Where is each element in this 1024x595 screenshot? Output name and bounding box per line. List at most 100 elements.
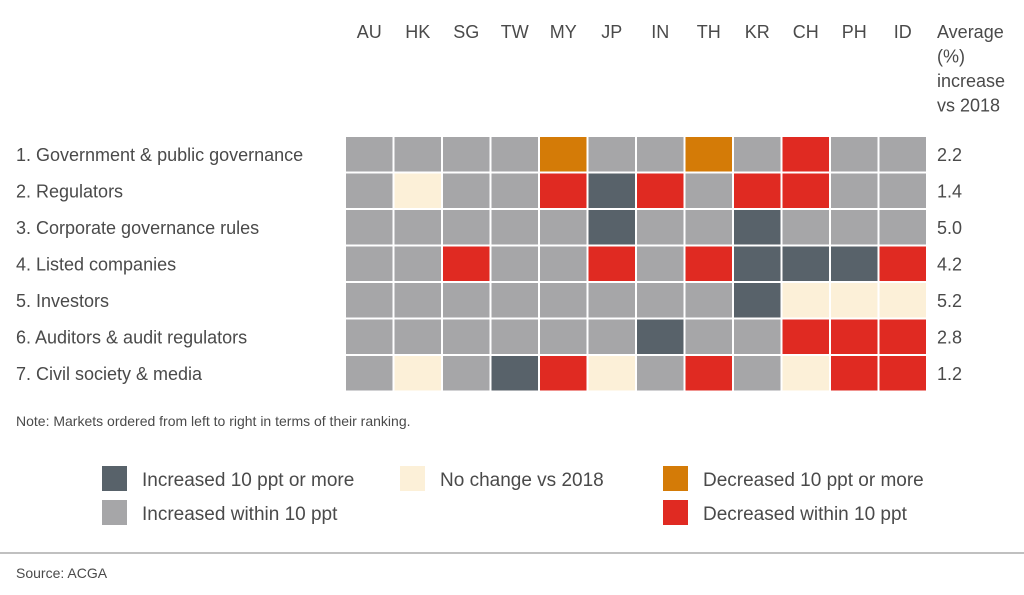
average-value: 4.2 (937, 254, 962, 274)
heatmap-cell-tw-row-7 (489, 354, 540, 393)
heatmap-cell-ph-row-5 (829, 281, 880, 320)
heatmap-cell-au-row-4 (344, 244, 395, 283)
row-label: 3. Corporate governance rules (16, 218, 259, 238)
heatmap-cell-tw-row-1 (489, 135, 540, 174)
heatmap-cell-jp-row-6 (586, 317, 637, 356)
heatmap-cell-kr-row-5 (732, 281, 783, 320)
heatmap-cell-ch-row-7 (780, 354, 831, 393)
average-header-line: vs 2018 (937, 96, 1000, 116)
average-values: 2.2 1.4 5.0 4.2 5.2 2.8 1.2 (937, 145, 962, 384)
heatmap-cell-sg-row-4 (441, 244, 492, 283)
average-value: 1.2 (937, 364, 962, 384)
legend-label-red: Decreased within 10 ppt (703, 504, 908, 525)
heatmap-cell-sg-row-1 (441, 135, 492, 174)
heatmap-cell-th-row-6 (683, 317, 734, 356)
heatmap-cell-sg-row-3 (441, 208, 492, 247)
heatmap-cell-au-row-3 (344, 208, 395, 247)
heatmap-cell-id-row-3 (877, 208, 928, 247)
legend-label-orange: Decreased 10 ppt or more (703, 470, 924, 491)
row-label: 5. Investors (16, 291, 109, 311)
row-labels: 1. Government & public governance 2. Regu… (16, 145, 303, 384)
heatmap-cell-ph-row-6 (829, 317, 880, 356)
heatmap-cell-ph-row-7 (829, 354, 880, 393)
heatmap-cell-th-row-4 (683, 244, 734, 283)
row-label: 1. Government & public governance (16, 145, 303, 165)
heatmap-cell-in-row-3 (635, 208, 686, 247)
heatmap-cell-id-row-1 (877, 135, 928, 174)
heatmap-cell-tw-row-4 (489, 244, 540, 283)
heatmap-cell-sg-row-2 (441, 171, 492, 210)
average-value: 2.2 (937, 145, 962, 165)
heatmap-cell-ch-row-1 (780, 135, 831, 174)
legend-swatch-dark (102, 466, 127, 491)
heatmap-cell-hk-row-6 (392, 317, 443, 356)
row-label: 4. Listed companies (16, 254, 176, 274)
heatmap-cell-tw-row-6 (489, 317, 540, 356)
heatmap-cell-my-row-1 (538, 135, 589, 174)
source-text: Source: ACGA (16, 565, 108, 581)
heatmap-cell-sg-row-7 (441, 354, 492, 393)
heatmap-cell-ch-row-4 (780, 244, 831, 283)
average-header: Average (%) increase vs 2018 (937, 22, 1005, 116)
row-label: 6. Auditors & audit regulators (16, 327, 247, 347)
heatmap-cell-ch-row-5 (780, 281, 831, 320)
heatmap-cell-kr-row-4 (732, 244, 783, 283)
legend-swatch-red (663, 500, 688, 525)
heatmap-cell-my-row-3 (538, 208, 589, 247)
heatmap-cell-kr-row-1 (732, 135, 783, 174)
legend-swatch-cream (400, 466, 425, 491)
heatmap-cell-id-row-7 (877, 354, 928, 393)
heatmap-cell-jp-row-2 (586, 171, 637, 210)
heatmap-cell-kr-row-2 (732, 171, 783, 210)
column-label-tw: TW (501, 22, 529, 42)
column-label-th: TH (697, 22, 721, 42)
heatmap-cell-sg-row-6 (441, 317, 492, 356)
heatmap-cell-in-row-2 (635, 171, 686, 210)
heatmap-cell-kr-row-6 (732, 317, 783, 356)
heatmap-cell-id-row-5 (877, 281, 928, 320)
heatmap-cell-hk-row-5 (392, 281, 443, 320)
heatmap-cell-in-row-1 (635, 135, 686, 174)
heatmap-border (344, 135, 928, 393)
heatmap-cell-tw-row-2 (489, 171, 540, 210)
row-label: 7. Civil society & media (16, 364, 203, 384)
heatmap-cell-tw-row-5 (489, 281, 540, 320)
heatmap-cells (344, 135, 928, 393)
heatmap-cell-jp-row-7 (586, 354, 637, 393)
heatmap-cell-au-row-1 (344, 135, 395, 174)
heatmap-cell-au-row-6 (344, 317, 395, 356)
heatmap-cell-id-row-2 (877, 171, 928, 210)
average-header-line: (%) (937, 47, 965, 67)
heatmap-cell-my-row-2 (538, 171, 589, 210)
heatmap-cell-in-row-4 (635, 244, 686, 283)
column-label-ph: PH (842, 22, 867, 42)
column-label-kr: KR (745, 22, 770, 42)
heatmap-cell-th-row-3 (683, 208, 734, 247)
heatmap-cell-au-row-2 (344, 171, 395, 210)
heatmap-cell-hk-row-7 (392, 354, 443, 393)
heatmap-cell-ch-row-3 (780, 208, 831, 247)
legend: Increased 10 ppt or more Increased within… (102, 466, 924, 525)
legend-swatch-orange (663, 466, 688, 491)
average-header-line: increase (937, 71, 1005, 91)
average-value: 5.2 (937, 291, 962, 311)
heatmap-cell-au-row-5 (344, 281, 395, 320)
chart-note: Note: Markets ordered from left to right… (16, 413, 411, 429)
heatmap-cell-in-row-6 (635, 317, 686, 356)
heatmap-cell-my-row-5 (538, 281, 589, 320)
heatmap-cell-ph-row-3 (829, 208, 880, 247)
heatmap-cell-th-row-1 (683, 135, 734, 174)
heatmap-cell-in-row-5 (635, 281, 686, 320)
column-label-my: MY (550, 22, 577, 42)
column-labels: AU HK SG TW MY JP IN TH KR CH PH ID (357, 22, 912, 42)
column-label-hk: HK (405, 22, 430, 42)
legend-label-gray: Increased within 10 ppt (142, 504, 338, 525)
heatmap-cell-hk-row-4 (392, 244, 443, 283)
heatmap-cell-jp-row-4 (586, 244, 637, 283)
heatmap-cell-au-row-7 (344, 354, 395, 393)
heatmap-cell-jp-row-5 (586, 281, 637, 320)
heatmap-cell-my-row-4 (538, 244, 589, 283)
column-label-ch: CH (793, 22, 819, 42)
heatmap-cell-th-row-2 (683, 171, 734, 210)
heatmap-cell-hk-row-3 (392, 208, 443, 247)
